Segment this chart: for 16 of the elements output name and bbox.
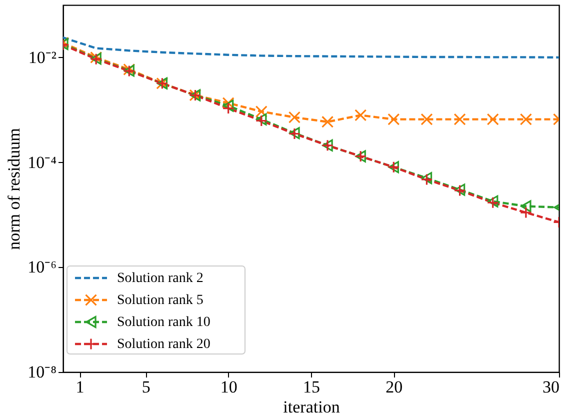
x-tick-label: 15 bbox=[303, 378, 320, 396]
y-tick-label: 10⁻² bbox=[28, 48, 56, 67]
y-tick-label: 10⁻⁶ bbox=[28, 258, 57, 277]
x-axis-title: iteration bbox=[283, 398, 340, 416]
legend-label: Solution rank 5 bbox=[117, 293, 204, 308]
x-tick-label: 5 bbox=[142, 378, 150, 396]
legend-label: Solution rank 2 bbox=[117, 271, 204, 286]
legend-label: Solution rank 10 bbox=[117, 315, 210, 330]
legend-label: Solution rank 20 bbox=[117, 337, 210, 352]
y-tick-label: 10⁻⁴ bbox=[28, 152, 57, 172]
x-tick-label: 20 bbox=[386, 378, 403, 396]
y-axis-title: norm of residuum bbox=[4, 128, 24, 250]
x-tick-label: 1 bbox=[76, 378, 84, 396]
y-tick-label: 10⁻⁸ bbox=[28, 362, 57, 382]
x-tick-label: 10 bbox=[220, 378, 238, 396]
x-tick-label: 30 bbox=[542, 378, 560, 396]
